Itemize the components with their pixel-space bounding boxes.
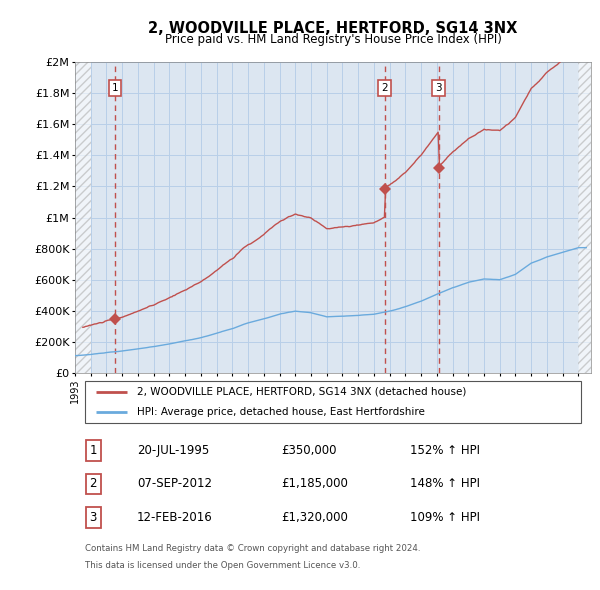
Text: 07-SEP-2012: 07-SEP-2012 — [137, 477, 212, 490]
Text: This data is licensed under the Open Government Licence v3.0.: This data is licensed under the Open Gov… — [85, 560, 361, 569]
Text: £1,185,000: £1,185,000 — [281, 477, 348, 490]
Text: £350,000: £350,000 — [281, 444, 337, 457]
Text: 148% ↑ HPI: 148% ↑ HPI — [410, 477, 481, 490]
Text: 2, WOODVILLE PLACE, HERTFORD, SG14 3NX (detached house): 2, WOODVILLE PLACE, HERTFORD, SG14 3NX (… — [137, 387, 466, 397]
Text: HPI: Average price, detached house, East Hertfordshire: HPI: Average price, detached house, East… — [137, 408, 425, 418]
Text: £1,320,000: £1,320,000 — [281, 511, 348, 524]
Text: 20-JUL-1995: 20-JUL-1995 — [137, 444, 209, 457]
FancyBboxPatch shape — [85, 381, 581, 424]
Text: 3: 3 — [89, 511, 97, 524]
Text: 109% ↑ HPI: 109% ↑ HPI — [410, 511, 481, 524]
Text: 1: 1 — [112, 83, 118, 93]
Text: 2, WOODVILLE PLACE, HERTFORD, SG14 3NX: 2, WOODVILLE PLACE, HERTFORD, SG14 3NX — [148, 21, 518, 35]
Text: 12-FEB-2016: 12-FEB-2016 — [137, 511, 212, 524]
Text: Contains HM Land Registry data © Crown copyright and database right 2024.: Contains HM Land Registry data © Crown c… — [85, 544, 421, 553]
Text: 152% ↑ HPI: 152% ↑ HPI — [410, 444, 481, 457]
Text: 1: 1 — [89, 444, 97, 457]
Text: Price paid vs. HM Land Registry's House Price Index (HPI): Price paid vs. HM Land Registry's House … — [164, 33, 502, 46]
Text: 3: 3 — [435, 83, 442, 93]
Text: 2: 2 — [89, 477, 97, 490]
Text: 2: 2 — [381, 83, 388, 93]
